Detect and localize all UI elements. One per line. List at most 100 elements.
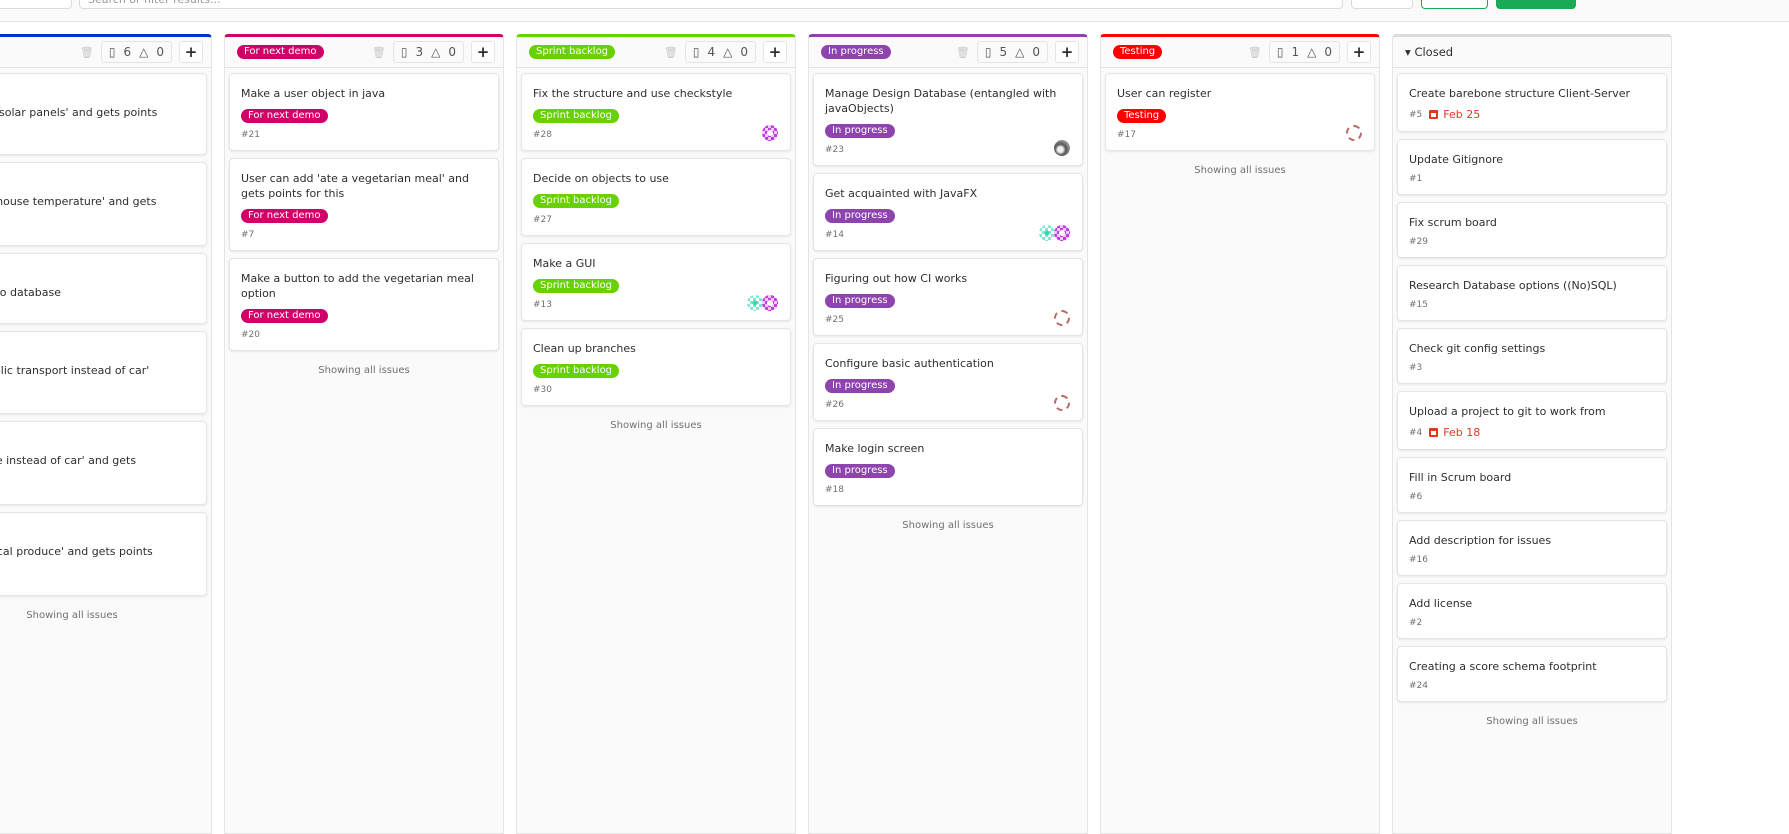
issue-title[interactable]: User can add 'ate a vegetarian meal' and…: [241, 172, 469, 200]
list-label[interactable]: For next demo: [237, 45, 324, 59]
issue-label[interactable]: Sprint backlog: [533, 194, 620, 208]
issue-card[interactable]: Create barebone structure Client-Server #…: [1397, 73, 1667, 132]
issue-card[interactable]: ld 'Using bike instead of car' and gets …: [0, 421, 207, 505]
add-list-button[interactable]: [1496, 0, 1576, 9]
issue-card[interactable]: Fill in Scrum board #6: [1397, 457, 1667, 513]
issue-card[interactable]: Make a user object in java For next demo #…: [229, 73, 499, 151]
add-issue-button[interactable]: +: [179, 41, 203, 63]
trash-icon[interactable]: 🗑: [663, 45, 678, 59]
add-issue-button[interactable]: +: [1347, 41, 1371, 63]
assignee-avatar[interactable]: [747, 295, 763, 311]
issue-card[interactable]: ld 'Buying local produce' and gets point…: [0, 512, 207, 596]
issue-title[interactable]: Creating a score schema footprint: [1409, 660, 1597, 673]
assignee-avatar[interactable]: [1039, 225, 1055, 241]
issue-card[interactable]: Add description for issues #16: [1397, 520, 1667, 576]
add-issue-button[interactable]: +: [1055, 41, 1079, 63]
issue-title[interactable]: Make a button to add the vegetarian meal…: [241, 272, 474, 300]
issue-title[interactable]: Research Database options ((No)SQL): [1409, 279, 1617, 292]
issue-title[interactable]: Add description for issues: [1409, 534, 1552, 547]
issue-title[interactable]: Fix the structure and use checkstyle: [533, 87, 733, 100]
issue-title[interactable]: ld 'lowering house temperature' and gets…: [0, 195, 157, 208]
issue-card[interactable]: Add license #2: [1397, 583, 1667, 639]
issue-title[interactable]: ld 'Using bike instead of car' and gets …: [0, 454, 137, 467]
issue-title[interactable]: Make a user object in java: [241, 87, 386, 100]
issue-card[interactable]: User can register Testing #17: [1105, 73, 1375, 151]
issue-title[interactable]: Create barebone structure Client-Server: [1409, 87, 1631, 100]
issue-label[interactable]: In progress: [825, 124, 895, 138]
issue-label[interactable]: Sprint backlog: [533, 364, 620, 378]
assignee-avatar[interactable]: [1054, 395, 1070, 411]
search-input[interactable]: Search or filter results...: [79, 0, 1343, 9]
issue-card[interactable]: User can add 'ate a vegetarian meal' and…: [229, 158, 499, 251]
issue-card[interactable]: Figuring out how CI works In progress #25: [813, 258, 1083, 336]
issue-card[interactable]: ld 'lowering house temperature' and gets…: [0, 162, 207, 246]
issue-title[interactable]: Check git config settings: [1409, 342, 1546, 355]
issue-title[interactable]: ld 'Buying local produce' and gets point…: [0, 545, 153, 558]
assignee-avatar[interactable]: [1054, 225, 1070, 241]
trash-icon[interactable]: 🗑: [955, 45, 970, 59]
issue-label[interactable]: For next demo: [241, 209, 328, 223]
issue-card[interactable]: ld 'Using public transport instead of ca…: [0, 331, 207, 414]
trash-icon[interactable]: 🗑: [1247, 45, 1262, 59]
issue-title[interactable]: Figuring out how CI works: [825, 272, 968, 285]
trash-icon[interactable]: 🗑: [79, 45, 94, 59]
issue-title[interactable]: Decide on objects to use: [533, 172, 669, 185]
issue-title[interactable]: Manage Design Database (entangled with j…: [825, 87, 1057, 115]
issue-card[interactable]: Check git config settings #3: [1397, 328, 1667, 384]
assignee-avatar[interactable]: [762, 125, 778, 141]
issue-label[interactable]: For next demo: [241, 109, 328, 123]
issue-card[interactable]: Fix the structure and use checkstyle Spri…: [521, 73, 791, 151]
issue-title[interactable]: Make login screen: [825, 442, 925, 455]
issue-title[interactable]: ld 'installing solar panels' and gets po…: [0, 106, 158, 119]
issue-title[interactable]: Fix scrum board: [1409, 216, 1497, 229]
issue-label[interactable]: In progress: [825, 209, 895, 223]
issue-title[interactable]: Clean up branches: [533, 342, 636, 355]
list-label[interactable]: In progress: [821, 45, 891, 59]
issue-title[interactable]: Update Gitignore: [1409, 153, 1504, 166]
issue-card[interactable]: Research Database options ((No)SQL) #15: [1397, 265, 1667, 321]
board-selector[interactable]: [0, 0, 72, 9]
issue-card[interactable]: Configure basic authentication In progres…: [813, 343, 1083, 421]
issue-label[interactable]: In progress: [825, 464, 895, 478]
issue-card[interactable]: Make a button to add the vegetarian meal…: [229, 258, 499, 351]
issue-title[interactable]: User can register: [1117, 87, 1212, 100]
assignee-avatar[interactable]: [1346, 125, 1362, 141]
trash-icon[interactable]: 🗑: [371, 45, 386, 59]
list-label[interactable]: Sprint backlog: [529, 45, 616, 59]
issue-label[interactable]: Sprint backlog: [533, 109, 620, 123]
issue-card[interactable]: Clean up branches Sprint backlog #30: [521, 328, 791, 406]
issue-card[interactable]: ld 'installing solar panels' and gets po…: [0, 73, 207, 155]
toolbar-outline-button[interactable]: [1421, 0, 1488, 9]
issue-card[interactable]: Upload a project to git to work from #4 Fe…: [1397, 391, 1667, 450]
issue-card[interactable]: Make login screen In progress #18: [813, 428, 1083, 506]
issue-title[interactable]: Add license: [1409, 597, 1473, 610]
assignee-avatar[interactable]: [762, 295, 778, 311]
issue-label[interactable]: Sprint backlog: [533, 279, 620, 293]
list-label[interactable]: Testing: [1113, 45, 1163, 59]
issue-card[interactable]: Update Gitignore #1: [1397, 139, 1667, 195]
issue-card[interactable]: Decide on objects to use Sprint backlog #2…: [521, 158, 791, 236]
issue-label[interactable]: In progress: [825, 294, 895, 308]
issue-title[interactable]: gin method to database: [0, 286, 62, 299]
issue-title[interactable]: Upload a project to git to work from: [1409, 405, 1606, 418]
toolbar-button[interactable]: [1351, 0, 1413, 9]
issue-card[interactable]: Fix scrum board #29: [1397, 202, 1667, 258]
issue-title[interactable]: Get acquainted with JavaFX: [825, 187, 978, 200]
issue-card[interactable]: Make a GUI Sprint backlog #13: [521, 243, 791, 321]
assignee-avatar[interactable]: [1054, 310, 1070, 326]
list-title[interactable]: ▾ Closed: [1405, 45, 1454, 59]
issue-title[interactable]: Fill in Scrum board: [1409, 471, 1512, 484]
issue-title[interactable]: Configure basic authentication: [825, 357, 994, 370]
assignee-avatar[interactable]: [1054, 140, 1070, 156]
add-issue-button[interactable]: +: [471, 41, 495, 63]
add-issue-button[interactable]: +: [763, 41, 787, 63]
issue-label[interactable]: Testing: [1117, 109, 1167, 123]
issue-label[interactable]: For next demo: [241, 309, 328, 323]
issue-card[interactable]: gin method to database: [0, 253, 207, 324]
issue-title[interactable]: ld 'Using public transport instead of ca…: [0, 364, 150, 377]
issue-card[interactable]: Manage Design Database (entangled with j…: [813, 73, 1083, 166]
issue-card[interactable]: Get acquainted with JavaFX In progress #14: [813, 173, 1083, 251]
issue-title[interactable]: Make a GUI: [533, 257, 596, 270]
issue-card[interactable]: Creating a score schema footprint #24: [1397, 646, 1667, 702]
issue-label[interactable]: In progress: [825, 379, 895, 393]
